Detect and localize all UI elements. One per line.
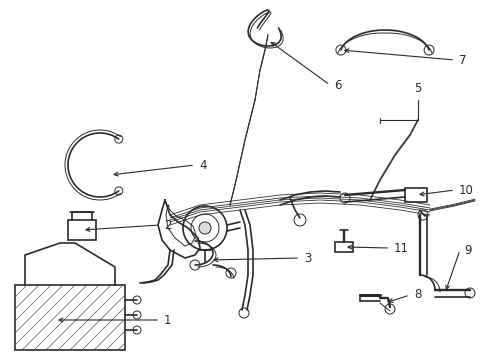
Bar — [68, 220, 96, 240]
Text: 6: 6 — [334, 78, 342, 91]
Bar — [405, 188, 427, 202]
Text: 3: 3 — [304, 252, 311, 265]
Text: 8: 8 — [414, 288, 421, 302]
Text: 1: 1 — [164, 314, 171, 327]
Bar — [335, 242, 353, 252]
Circle shape — [199, 222, 211, 234]
Text: 10: 10 — [459, 184, 474, 197]
Text: 5: 5 — [415, 82, 422, 95]
Text: 4: 4 — [199, 158, 206, 171]
Text: 11: 11 — [394, 242, 409, 255]
Text: 9: 9 — [464, 243, 471, 257]
Bar — [15, 285, 125, 350]
Text: 7: 7 — [459, 54, 466, 67]
Text: 2: 2 — [164, 219, 171, 231]
